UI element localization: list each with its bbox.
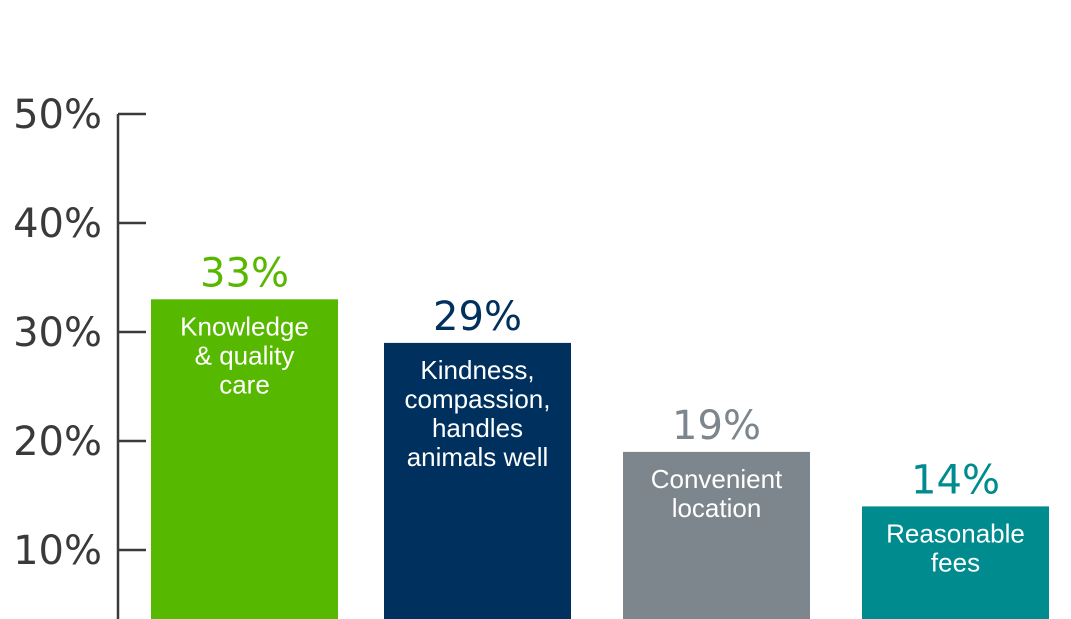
category-label-line: Kindness,: [420, 355, 534, 385]
category-label-line: location: [672, 493, 762, 523]
category-label: Knowledge & quality care: [180, 311, 309, 399]
bar: [623, 451, 810, 619]
bar: [862, 506, 1049, 619]
y-tick-label: 50%: [13, 92, 102, 138]
category-label: Kindness, compassion, handles animals well: [405, 355, 551, 472]
bar: [151, 299, 338, 619]
data-label: 19%: [672, 403, 761, 449]
category-label-line: Reasonable: [886, 518, 1025, 548]
category-label-line: fees: [931, 547, 980, 577]
y-tick-label: 40%: [13, 201, 102, 247]
category-label-line: animals well: [407, 442, 549, 472]
data-label: 14%: [911, 457, 1000, 503]
category-label-line: Knowledge: [180, 311, 309, 341]
data-label: 29%: [433, 294, 522, 340]
category-label: Reasonable fees: [886, 518, 1025, 577]
category-label: Convenient location: [651, 464, 783, 523]
y-tick-label: 30%: [13, 310, 102, 356]
y-tick-label: 20%: [13, 419, 102, 465]
category-label-line: care: [219, 369, 270, 399]
y-tick-label: 10%: [13, 528, 102, 574]
category-label-line: Convenient: [651, 464, 783, 494]
y-axis: 10% 20% 30% 40% 50%: [13, 92, 146, 619]
bar: [384, 342, 571, 619]
bars: [151, 299, 1049, 619]
data-label: 33%: [200, 250, 289, 296]
category-label-line: & quality: [195, 340, 295, 370]
labels: 33% Knowledge & quality care 29% Kindness, com…: [180, 250, 1025, 577]
category-label-line: compassion,: [405, 384, 551, 414]
category-label-line: handles: [432, 413, 523, 443]
